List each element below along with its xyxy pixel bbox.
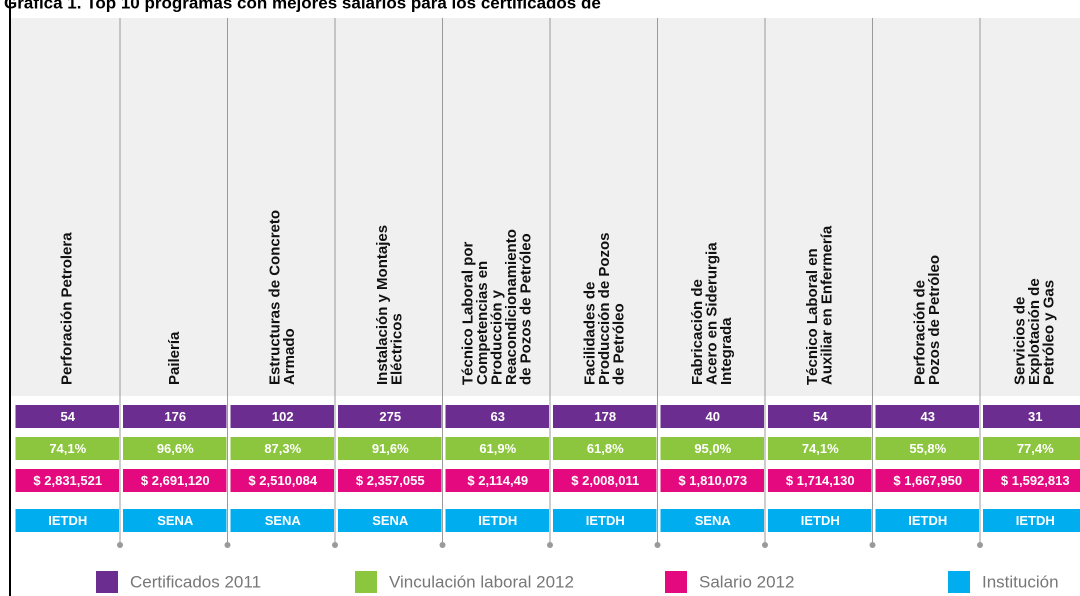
cell-text: $ 2,114,49 (467, 473, 528, 488)
program-name: Perforación Petrolera (59, 232, 76, 385)
divider-dot (977, 542, 983, 548)
cell-text: IETDH (908, 513, 947, 528)
cell-text: 31 (1028, 409, 1042, 424)
infographic: Gráfica 1. Top 10 programas con mejores … (0, 0, 1080, 596)
cell-text: $ 1,592,813 (1001, 473, 1070, 488)
cell-text: SENA (372, 513, 409, 528)
cell-text: 43 (921, 409, 935, 424)
legend-label: Salario 2012 (699, 572, 794, 591)
program-name: Armado (281, 328, 298, 385)
divider-dot (870, 542, 876, 548)
cell-text: 74,1% (802, 441, 839, 456)
cell-text: $ 1,667,950 (893, 473, 962, 488)
title: Gráfica 1. Top 10 programas con mejores … (4, 0, 601, 12)
cell-text: 77,4% (1017, 441, 1054, 456)
legend-swatch (948, 571, 970, 593)
cell-text: 176 (164, 409, 186, 424)
cell-text: IETDH (586, 513, 625, 528)
cell-text: $ 2,510,084 (248, 473, 317, 488)
divider-dot (332, 542, 338, 548)
program-name: Pozos de Petróleo (926, 255, 943, 385)
legend-label: Institución (982, 572, 1059, 591)
cell-text: 275 (379, 409, 401, 424)
legend-swatch (355, 571, 377, 593)
cell-text: 54 (813, 409, 828, 424)
cell-text: IETDH (478, 513, 517, 528)
program-name: Eléctricos (388, 313, 405, 385)
legend-label: Vinculación laboral 2012 (389, 572, 574, 591)
cell-text: $ 1,810,073 (678, 473, 747, 488)
divider-dot (225, 542, 231, 548)
cell-text: $ 2,691,120 (141, 473, 210, 488)
cell-text: 40 (706, 409, 720, 424)
legend-swatch (96, 571, 118, 593)
cell-text: SENA (695, 513, 732, 528)
divider-dot (117, 542, 123, 548)
cell-text: IETDH (48, 513, 87, 528)
cell-text: 61,8% (587, 441, 624, 456)
cell-text: 96,6% (157, 441, 194, 456)
cell-text: $ 1,714,130 (786, 473, 855, 488)
cell-text: 61,9% (479, 441, 516, 456)
cell-text: IETDH (1016, 513, 1055, 528)
program-name: Auxiliar en Enfermería (818, 225, 835, 385)
cell-text: $ 2,831,521 (33, 473, 102, 488)
cell-text: SENA (157, 513, 194, 528)
program-name: Petróleo y Gas (1041, 280, 1058, 385)
cell-text: 55,8% (909, 441, 946, 456)
cell-text: 74,1% (49, 441, 86, 456)
cell-text: $ 2,357,055 (356, 473, 425, 488)
legend-label: Certificados 2011 (130, 572, 261, 591)
program-name: de Petróleo (611, 303, 628, 385)
cell-text: 91,6% (372, 441, 409, 456)
cell-text: 102 (272, 409, 294, 424)
cell-text: 95,0% (694, 441, 731, 456)
cell-text: IETDH (801, 513, 840, 528)
program-name: de Pozos de Petróleo (518, 233, 535, 385)
cell-text: $ 2,008,011 (571, 473, 639, 488)
program-name: Pailería (166, 331, 183, 385)
cell-text: 178 (594, 409, 616, 424)
cell-text: 54 (61, 409, 76, 424)
divider-dot (440, 542, 446, 548)
program-name: Integrada (718, 317, 735, 385)
cell-text: 87,3% (264, 441, 301, 456)
divider-dot (762, 542, 768, 548)
divider-dot (547, 542, 553, 548)
cell-text: SENA (265, 513, 302, 528)
legend-swatch (665, 571, 687, 593)
divider-dot (655, 542, 661, 548)
cell-text: 63 (491, 409, 505, 424)
